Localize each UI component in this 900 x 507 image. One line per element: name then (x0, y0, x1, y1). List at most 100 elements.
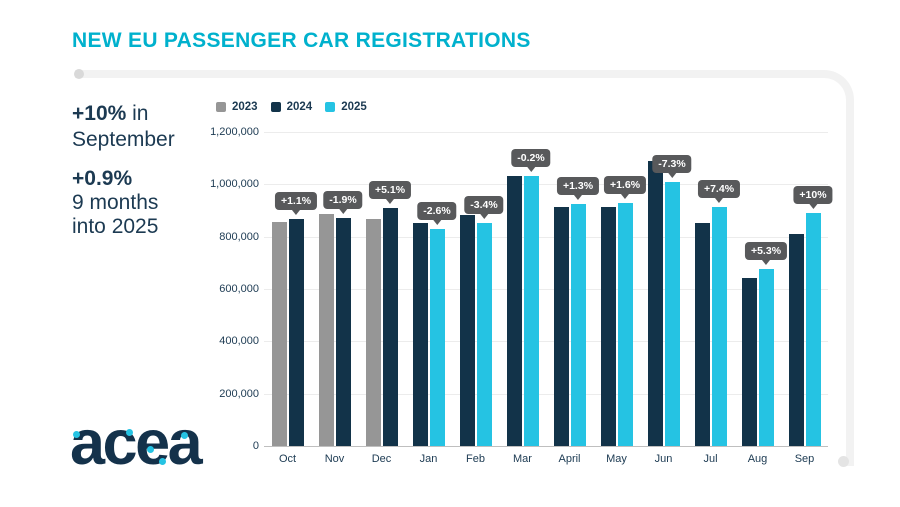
stat-ytd-line2: 9 months (72, 191, 159, 214)
change-tooltip-sep: +10% (793, 186, 833, 205)
legend-label: 2023 (232, 101, 258, 113)
y-tick-label: 600,000 (219, 283, 259, 295)
bar-group-may: +1.6% May (593, 132, 647, 465)
change-tooltip-may: +1.6% (603, 176, 647, 195)
legend-swatch-icon (270, 102, 281, 112)
bar-pair (593, 132, 640, 446)
bar-pair (264, 132, 311, 446)
bar-pair (640, 132, 687, 446)
month-label-may: May (606, 453, 627, 465)
bar-pair (405, 132, 452, 446)
bar-group-oct: +1.1% Oct (264, 132, 318, 465)
bar-pair (358, 132, 405, 446)
month-label-mar: Mar (513, 453, 532, 465)
frame-start-dot (74, 69, 84, 79)
stat-ytd-line3: into 2025 (72, 215, 159, 238)
legend-item-2023: 2023 (216, 101, 258, 113)
bar-2025-feb (476, 222, 492, 446)
change-tooltip-dec: +5.1% (368, 180, 412, 199)
y-tick-label: 200,000 (219, 387, 259, 400)
highlight-stats: +10% in September +0.9% 9 months into 20… (72, 101, 175, 239)
gridline (264, 341, 828, 343)
logo-dot-icon (73, 431, 80, 438)
acea-logo: acea (70, 408, 203, 478)
change-tooltip-oct: +1.1% (274, 192, 318, 211)
bar-2024-nov (335, 218, 351, 446)
legend-swatch-icon (216, 102, 226, 112)
logo-dot-icon (181, 432, 188, 439)
month-label-jun: Jun (654, 453, 673, 465)
bar-pair (734, 132, 781, 446)
gridline (264, 289, 828, 290)
bar-2025-mar (523, 176, 539, 446)
legend-swatch-icon (325, 102, 336, 112)
gridline (264, 393, 828, 395)
bar-2025-jan (429, 228, 445, 446)
legend-item-2024: 2024 (270, 101, 313, 113)
change-tooltip-feb: -3.4% (464, 195, 504, 214)
bar-group-april: +1.3% April (546, 132, 600, 465)
gridline (264, 132, 828, 133)
stat-september-suffix: in (126, 102, 149, 125)
bar-2024-dec (382, 207, 398, 446)
y-tick-label: 1,200,000 (210, 126, 259, 138)
bar-2025-jun (664, 181, 680, 446)
month-label-aug: Aug (747, 453, 768, 465)
bar-group-jul: +7.4% Jul (687, 132, 741, 465)
bar-2025-sep (805, 213, 821, 446)
month-label-oct: Oct (278, 453, 297, 465)
bar-2024-jul (694, 223, 710, 446)
month-label-feb: Feb (466, 453, 485, 465)
bar-2024-sep (788, 234, 804, 446)
bar-group-sep: +10% Sep (781, 132, 833, 465)
y-tick-label: 400,000 (219, 335, 259, 348)
bar-group-mar: -0.2% Mar (499, 132, 551, 465)
stat-september-line2: September (72, 128, 175, 151)
bar-2024-april (553, 206, 569, 446)
change-tooltip-mar: -0.2% (511, 149, 551, 168)
legend-label: 2025 (341, 101, 367, 113)
stat-ytd-value: +0.9% (72, 167, 133, 190)
stat-september-line1: +10% in (72, 101, 175, 127)
bar-group-dec: +5.1% Dec (358, 132, 412, 465)
month-label-april: April (558, 453, 581, 465)
bar-group-feb: -3.4% Feb (452, 132, 504, 465)
bar-pair (499, 132, 546, 446)
logo-dot-icon (126, 429, 133, 436)
bar-pair (452, 132, 499, 446)
bar-2023-nov (318, 214, 334, 446)
bar-pair (546, 132, 593, 446)
month-label-jul: Jul (703, 453, 718, 465)
change-tooltip-nov: -1.9% (323, 191, 363, 210)
bar-2024-oct (288, 219, 304, 446)
legend-label: 2024 (286, 101, 313, 113)
bar-group-jun: -7.3% Jun (640, 132, 692, 465)
logo-dot-icon (159, 458, 166, 465)
bar-pair (781, 132, 828, 446)
bar-group-aug: +5.3% Aug (734, 132, 788, 465)
bar-2023-dec (365, 219, 381, 446)
bar-2024-may (600, 207, 616, 446)
y-tick-label: 800,000 (219, 230, 259, 243)
month-label-dec: Dec (371, 453, 392, 465)
bar-group-jan: -2.6% Jan (405, 132, 457, 465)
bar-pair (311, 132, 358, 446)
change-tooltip-jun: -7.3% (652, 154, 692, 173)
bar-2024-mar (506, 175, 522, 446)
stat-september-value: +10% (72, 102, 127, 125)
page-title: NEW EU PASSENGER CAR REGISTRATIONS (72, 29, 531, 52)
stat-ytd: +0.9% 9 months into 2025 (72, 167, 175, 239)
change-tooltip-jan: -2.6% (417, 201, 457, 220)
bar-2025-jul (711, 206, 727, 446)
bar-2025-april (570, 203, 586, 446)
logo-dot-icon (147, 446, 154, 453)
bar-2024-jan (412, 223, 428, 446)
bar-2025-may (617, 203, 633, 446)
y-axis: 0 200,000 400,000 600,000 800,000 1,000,000 1,… (166, 126, 259, 452)
y-tick-label: 0 (252, 440, 259, 452)
y-tick-label: 1,000,000 (210, 178, 259, 191)
bar-2024-feb (459, 214, 475, 446)
chart-legend: 2023 2024 2025 (216, 101, 367, 113)
decorative-frame-line (75, 70, 854, 466)
